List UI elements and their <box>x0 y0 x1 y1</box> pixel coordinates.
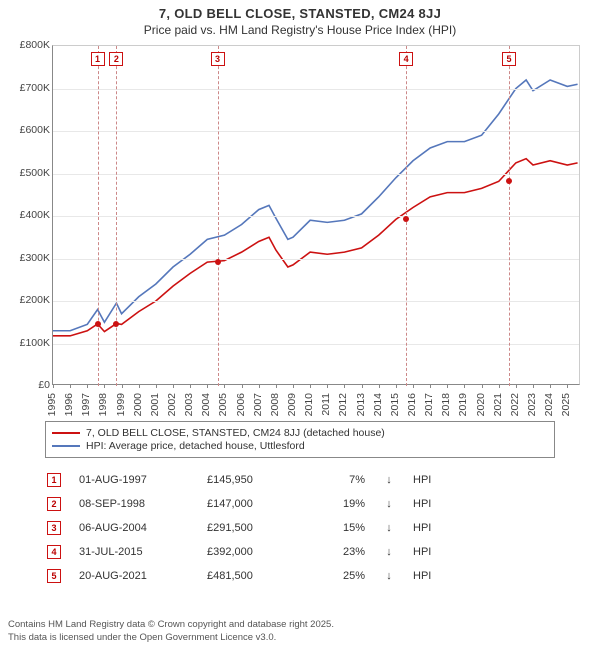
y-tick-label: £100K <box>10 337 50 349</box>
transaction-marker: 3 <box>47 521 61 535</box>
transaction-row: 1 01-AUG-1997 £145,950 7% ↓ HPI <box>45 468 555 492</box>
transaction-pct: 23% <box>315 546 365 558</box>
x-tick-label: 2022 <box>509 393 521 416</box>
transaction-suffix: HPI <box>413 474 443 486</box>
x-tick-label: 1998 <box>97 393 109 416</box>
transaction-date: 08-SEP-1998 <box>79 498 189 510</box>
chart: £0£100K£200K£300K£400K£500K£600K£700K£80… <box>10 45 590 415</box>
x-tick-label: 2012 <box>337 393 349 416</box>
transaction-row: 2 08-SEP-1998 £147,000 19% ↓ HPI <box>45 492 555 516</box>
y-tick-label: £500K <box>10 167 50 179</box>
y-tick-label: £400K <box>10 209 50 221</box>
x-tick-label: 1999 <box>115 393 127 416</box>
x-tick-label: 2013 <box>355 393 367 416</box>
transaction-date: 06-AUG-2004 <box>79 522 189 534</box>
x-tick-label: 2003 <box>183 393 195 416</box>
x-tick-label: 2009 <box>286 393 298 416</box>
y-tick-label: £600K <box>10 124 50 136</box>
y-tick-label: £200K <box>10 294 50 306</box>
legend-label: HPI: Average price, detached house, Uttl… <box>86 440 305 452</box>
x-tick-label: 2024 <box>543 393 555 416</box>
transaction-pct: 7% <box>315 474 365 486</box>
x-tick-label: 2004 <box>200 393 212 416</box>
y-tick-label: £0 <box>10 379 50 391</box>
chart-marker: 3 <box>211 52 225 66</box>
chart-marker: 1 <box>91 52 105 66</box>
x-tick-label: 2017 <box>423 393 435 416</box>
transaction-suffix: HPI <box>413 546 443 558</box>
transaction-suffix: HPI <box>413 498 443 510</box>
footer-line: Contains HM Land Registry data © Crown c… <box>8 619 592 631</box>
chart-marker: 2 <box>109 52 123 66</box>
x-tick-label: 2025 <box>560 393 572 416</box>
down-arrow-icon: ↓ <box>383 474 395 486</box>
x-tick-label: 1995 <box>46 393 58 416</box>
transaction-row: 4 31-JUL-2015 £392,000 23% ↓ HPI <box>45 540 555 564</box>
transaction-date: 20-AUG-2021 <box>79 570 189 582</box>
x-tick-label: 2018 <box>440 393 452 416</box>
chart-marker: 5 <box>502 52 516 66</box>
transaction-pct: 15% <box>315 522 365 534</box>
footer: Contains HM Land Registry data © Crown c… <box>8 619 592 644</box>
x-tick-label: 2021 <box>492 393 504 416</box>
x-tick-label: 2005 <box>217 393 229 416</box>
legend-item: HPI: Average price, detached house, Uttl… <box>52 440 548 452</box>
transaction-row: 5 20-AUG-2021 £481,500 25% ↓ HPI <box>45 564 555 588</box>
x-tick-label: 2000 <box>132 393 144 416</box>
x-tick-label: 2008 <box>269 393 281 416</box>
transaction-price: £147,000 <box>207 498 297 510</box>
transaction-pct: 25% <box>315 570 365 582</box>
transaction-marker: 4 <box>47 545 61 559</box>
transaction-suffix: HPI <box>413 522 443 534</box>
chart-marker: 4 <box>399 52 413 66</box>
legend-item: 7, OLD BELL CLOSE, STANSTED, CM24 8JJ (d… <box>52 427 548 439</box>
transaction-price: £145,950 <box>207 474 297 486</box>
legend-label: 7, OLD BELL CLOSE, STANSTED, CM24 8JJ (d… <box>86 427 385 439</box>
x-tick-label: 2010 <box>303 393 315 416</box>
transaction-date: 31-JUL-2015 <box>79 546 189 558</box>
x-tick-label: 2019 <box>457 393 469 416</box>
x-tick-label: 2014 <box>372 393 384 416</box>
x-tick-label: 2006 <box>235 393 247 416</box>
x-tick-label: 2016 <box>406 393 418 416</box>
y-tick-label: £800K <box>10 39 50 51</box>
transaction-date: 01-AUG-1997 <box>79 474 189 486</box>
down-arrow-icon: ↓ <box>383 498 395 510</box>
transaction-row: 3 06-AUG-2004 £291,500 15% ↓ HPI <box>45 516 555 540</box>
x-tick-label: 2023 <box>526 393 538 416</box>
transaction-price: £392,000 <box>207 546 297 558</box>
x-tick-label: 2002 <box>166 393 178 416</box>
x-tick-label: 2015 <box>389 393 401 416</box>
page-subtitle: Price paid vs. HM Land Registry's House … <box>0 23 600 37</box>
x-tick-label: 1997 <box>80 393 92 416</box>
y-tick-label: £700K <box>10 82 50 94</box>
transaction-marker: 5 <box>47 569 61 583</box>
transaction-marker: 1 <box>47 473 61 487</box>
transaction-price: £291,500 <box>207 522 297 534</box>
legend-swatch <box>52 445 80 447</box>
transaction-pct: 19% <box>315 498 365 510</box>
down-arrow-icon: ↓ <box>383 570 395 582</box>
y-tick-label: £300K <box>10 252 50 264</box>
x-tick-label: 2001 <box>149 393 161 416</box>
x-tick-label: 2020 <box>475 393 487 416</box>
page-title: 7, OLD BELL CLOSE, STANSTED, CM24 8JJ <box>0 6 600 21</box>
transaction-suffix: HPI <box>413 570 443 582</box>
legend: 7, OLD BELL CLOSE, STANSTED, CM24 8JJ (d… <box>45 421 555 458</box>
legend-swatch <box>52 432 80 434</box>
down-arrow-icon: ↓ <box>383 546 395 558</box>
down-arrow-icon: ↓ <box>383 522 395 534</box>
x-tick-label: 2011 <box>320 393 332 416</box>
plot-area: 12 3 4 5 <box>52 45 580 385</box>
transactions-table: 1 01-AUG-1997 £145,950 7% ↓ HPI 2 08-SEP-1998 £1… <box>45 468 555 588</box>
transaction-price: £481,500 <box>207 570 297 582</box>
footer-line: This data is licensed under the Open Gov… <box>8 632 592 644</box>
x-tick-label: 2007 <box>252 393 264 416</box>
x-tick-label: 1996 <box>63 393 75 416</box>
transaction-marker: 2 <box>47 497 61 511</box>
